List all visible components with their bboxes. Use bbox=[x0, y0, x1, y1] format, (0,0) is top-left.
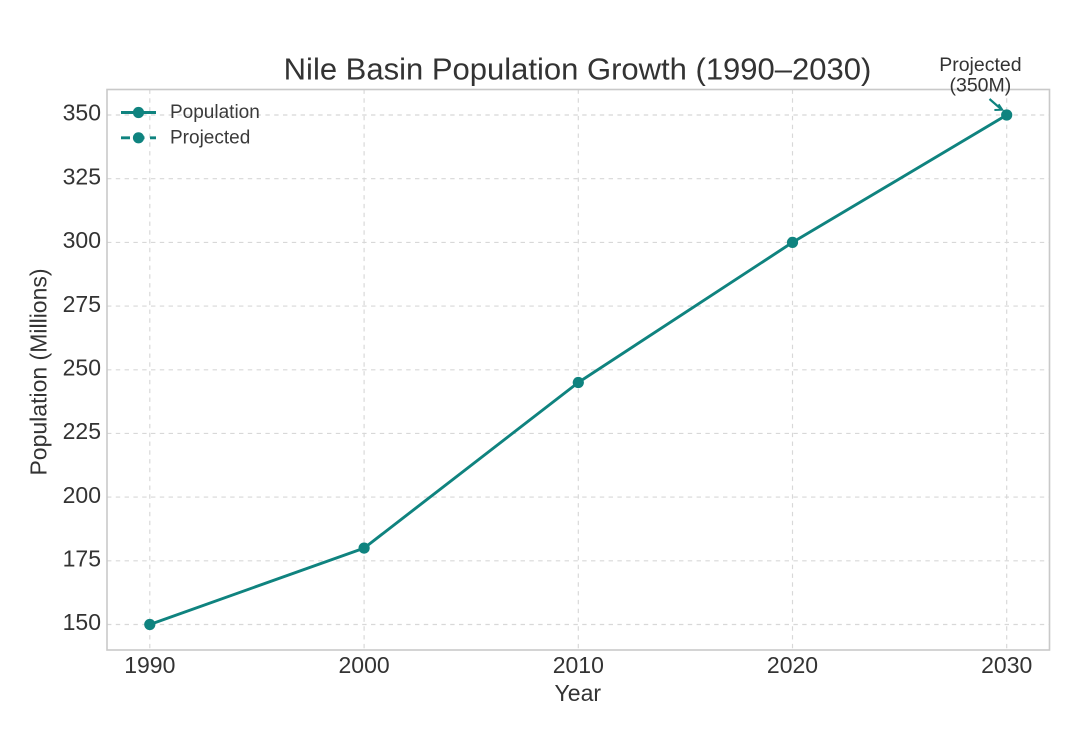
svg-text:325: 325 bbox=[63, 163, 101, 189]
svg-text:1990: 1990 bbox=[124, 652, 175, 678]
svg-text:Population: Population bbox=[170, 102, 260, 123]
svg-text:(350M): (350M) bbox=[950, 75, 1012, 97]
svg-text:350: 350 bbox=[63, 100, 101, 126]
svg-text:Projected: Projected bbox=[939, 54, 1021, 76]
svg-text:Projected: Projected bbox=[170, 127, 250, 148]
svg-text:Year: Year bbox=[555, 680, 602, 706]
svg-text:150: 150 bbox=[63, 609, 101, 635]
svg-text:Nile Basin Population Growth (: Nile Basin Population Growth (1990–2030) bbox=[284, 52, 872, 87]
svg-text:300: 300 bbox=[63, 227, 101, 253]
svg-text:225: 225 bbox=[63, 418, 101, 444]
svg-text:275: 275 bbox=[63, 291, 101, 317]
svg-text:2010: 2010 bbox=[553, 652, 604, 678]
svg-text:175: 175 bbox=[63, 546, 101, 572]
svg-text:250: 250 bbox=[63, 355, 101, 381]
svg-text:200: 200 bbox=[63, 482, 101, 508]
svg-text:2020: 2020 bbox=[767, 652, 818, 678]
svg-text:2000: 2000 bbox=[339, 652, 390, 678]
svg-text:Population (Millions): Population (Millions) bbox=[26, 268, 52, 475]
svg-text:2030: 2030 bbox=[981, 652, 1032, 678]
